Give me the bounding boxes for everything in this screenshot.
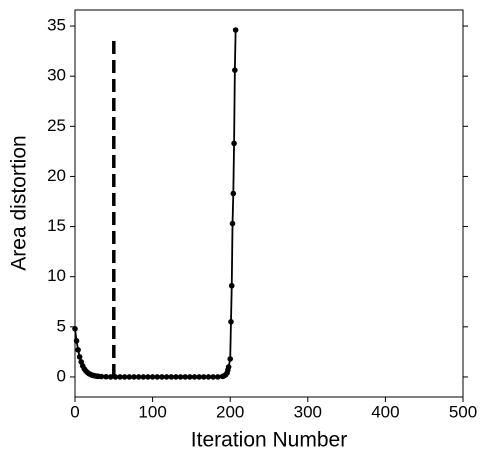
data-point — [135, 374, 142, 380]
data-point — [205, 374, 212, 380]
data-point — [225, 364, 232, 370]
data-point — [232, 27, 239, 33]
data-point — [228, 319, 234, 325]
y-tick-label: 20 — [47, 166, 66, 185]
y-tick-label: 35 — [47, 16, 66, 35]
data-point — [210, 374, 216, 380]
data-point — [159, 374, 165, 380]
data-point — [196, 374, 202, 380]
data-point — [187, 374, 193, 380]
data-point — [232, 67, 238, 73]
data-line — [74, 30, 237, 378]
y-tick-label: 30 — [47, 66, 66, 85]
x-axis-label: Iteration Number — [191, 429, 347, 452]
data-point — [173, 374, 179, 380]
x-tick-label: 0 — [70, 402, 79, 421]
y-tick-label: 25 — [47, 116, 66, 135]
data-point — [149, 374, 156, 380]
x-tick-label: 300 — [294, 402, 322, 421]
data-point — [72, 326, 78, 332]
y-axis-label: Area distortion — [8, 135, 31, 270]
x-tick-label: 500 — [449, 402, 477, 421]
data-point — [230, 190, 237, 197]
data-point — [191, 374, 198, 380]
data-point — [214, 374, 221, 380]
data-point — [227, 356, 233, 362]
y-tick-label: 0 — [57, 366, 66, 385]
data-point — [229, 220, 236, 227]
data-point — [121, 374, 128, 380]
y-tick-label: 15 — [47, 216, 66, 235]
plot-frame — [74, 9, 464, 398]
y-tick-label: 5 — [57, 316, 66, 335]
x-tick-label: 200 — [216, 402, 244, 421]
data-point — [112, 374, 119, 380]
y-tick-label: 10 — [47, 266, 66, 285]
data-point — [145, 374, 151, 380]
data-point — [140, 374, 147, 380]
x-tick-label: 400 — [371, 402, 399, 421]
data-point — [76, 354, 83, 360]
data-point — [131, 374, 137, 380]
data-point — [228, 282, 235, 289]
data-point — [75, 347, 81, 353]
x-tick-label: 100 — [138, 402, 166, 421]
data-point — [126, 374, 133, 380]
data-point — [103, 373, 109, 380]
data-point — [168, 374, 175, 380]
data-point — [231, 140, 237, 147]
data-point — [117, 374, 123, 380]
data-point — [73, 338, 80, 344]
data-point — [98, 373, 105, 380]
data-point — [107, 374, 114, 380]
data-point — [163, 374, 170, 380]
data-point — [177, 374, 184, 380]
data-point — [201, 374, 207, 380]
data-point — [182, 374, 188, 380]
data-point — [154, 374, 161, 380]
